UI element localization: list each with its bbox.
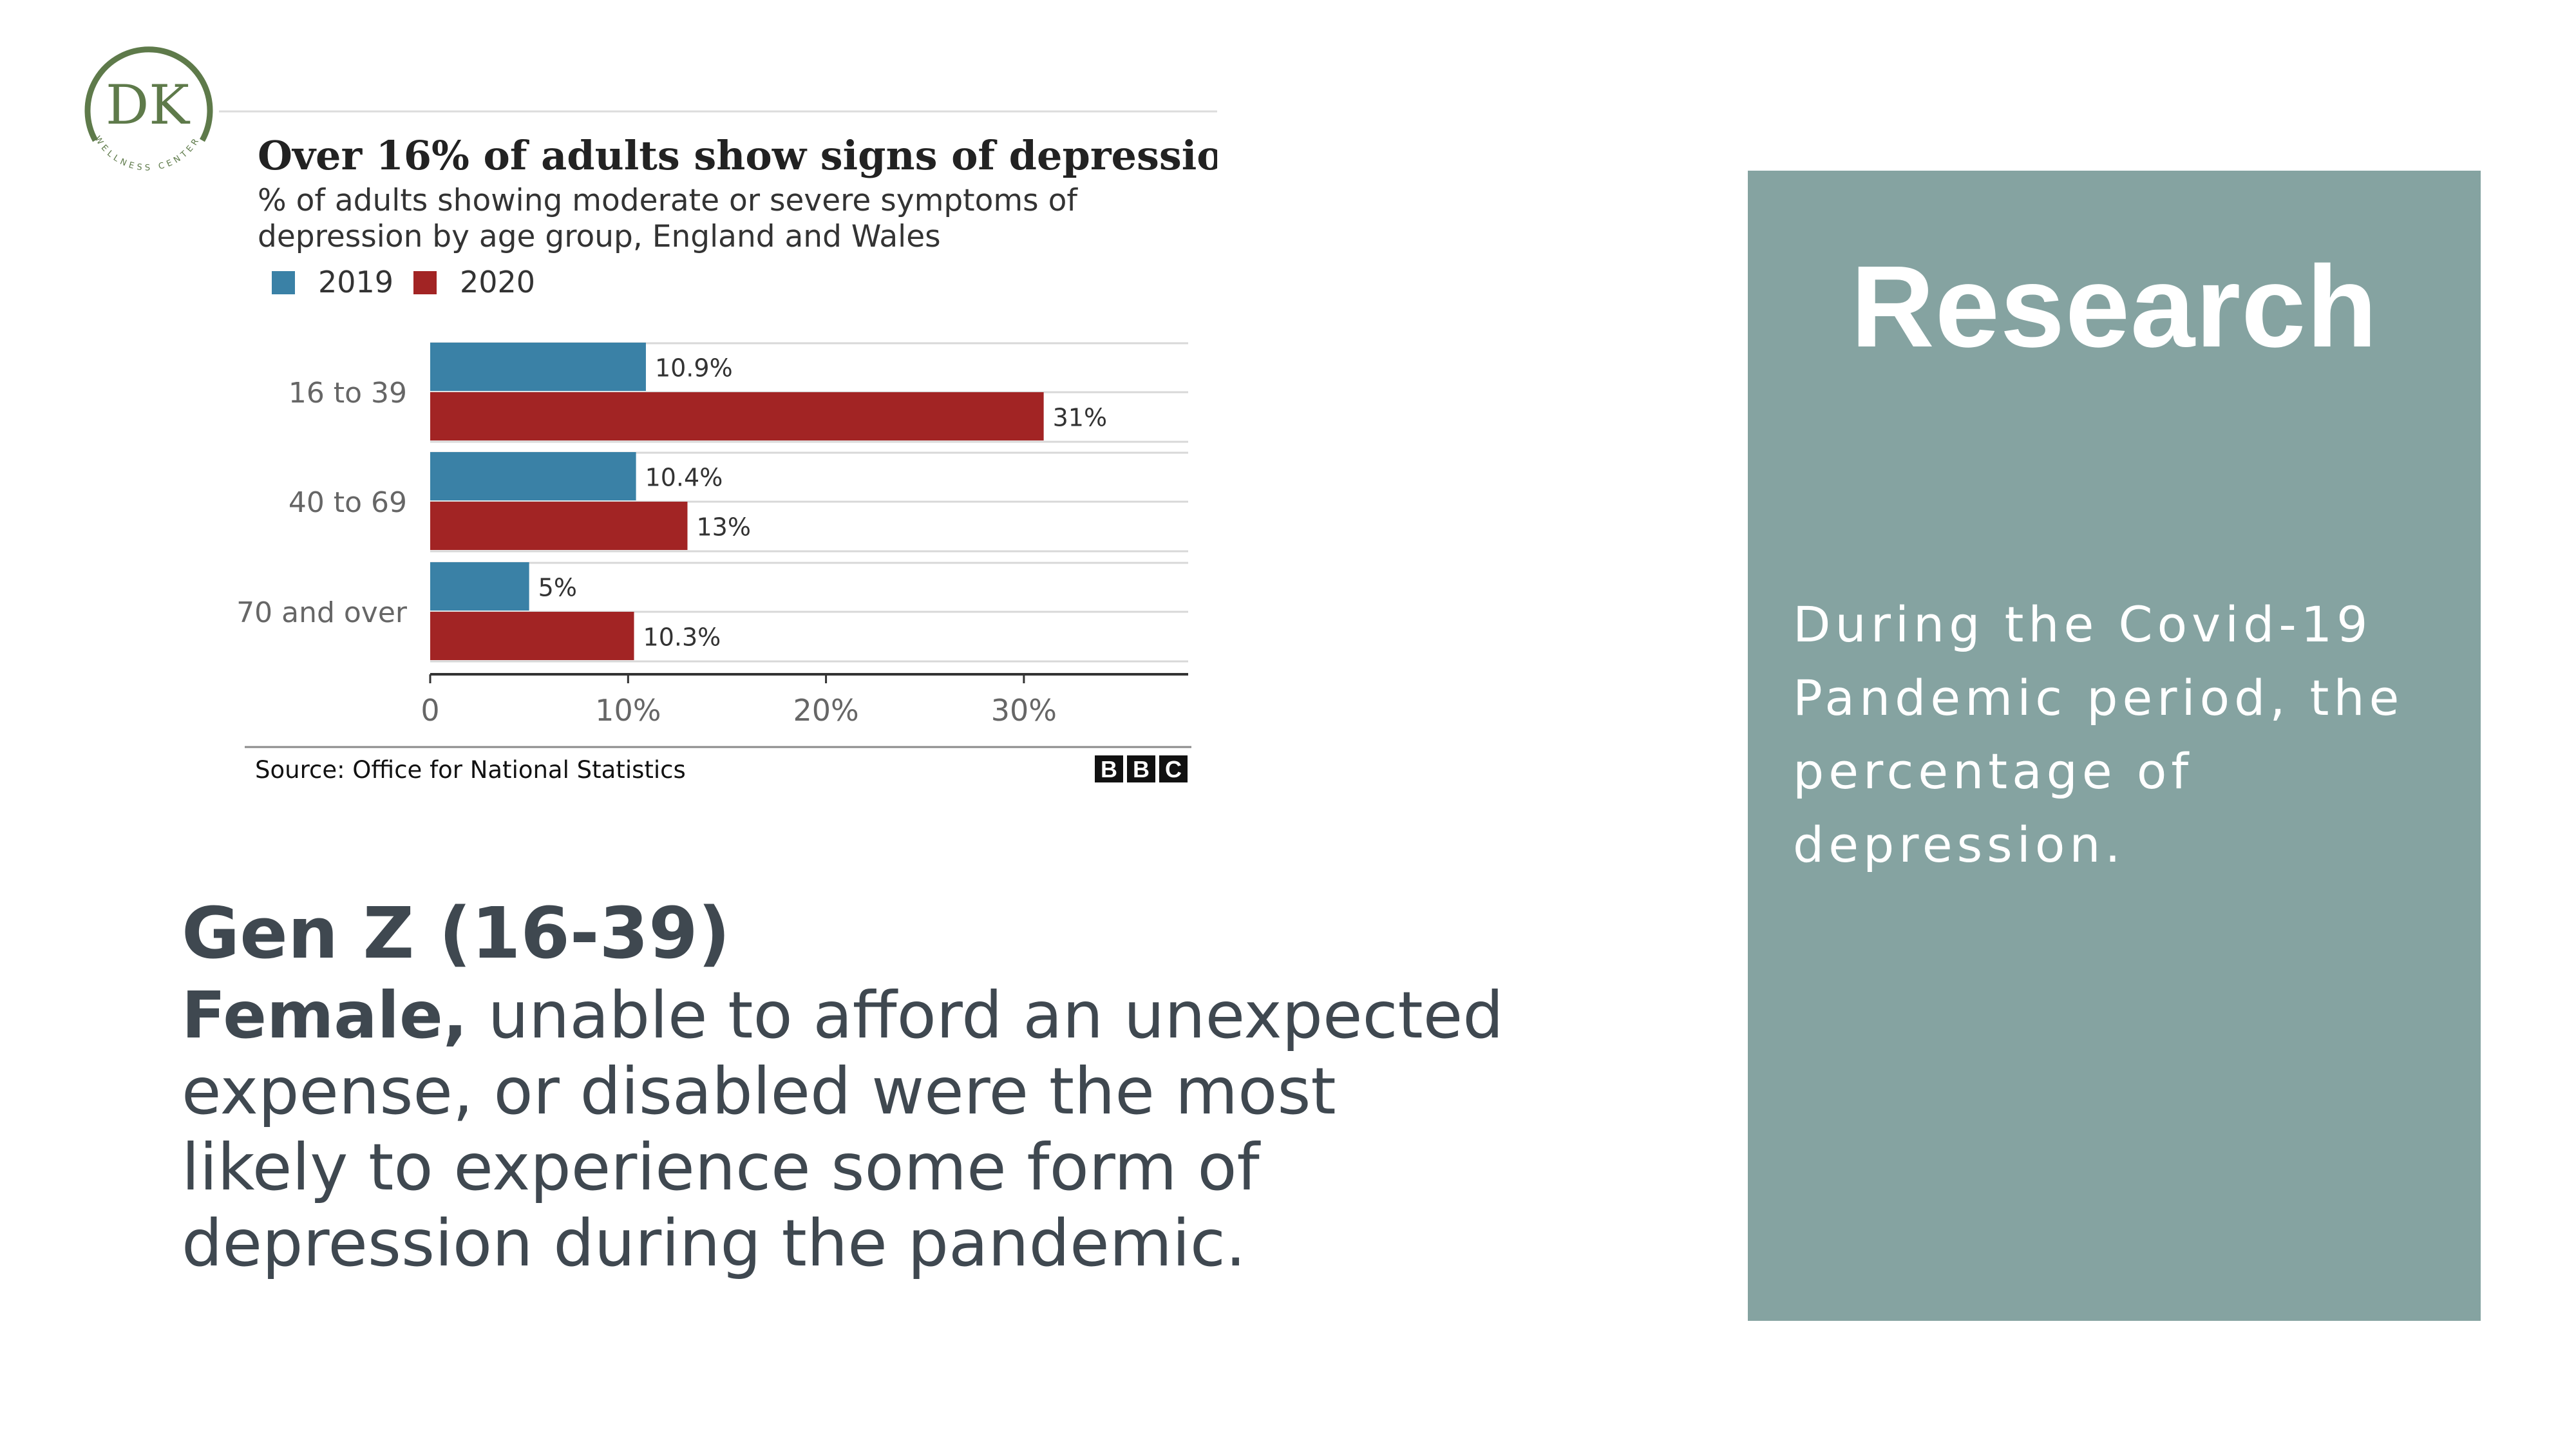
depression-chart: Over 16% of adults show signs of depress…: [213, 106, 1253, 789]
research-title: Research: [1850, 242, 2378, 372]
bar-2020-1: [430, 502, 688, 550]
bbc-letter: B: [1133, 756, 1150, 782]
x-tick-label: 0: [421, 693, 439, 728]
dk-logo: DK WELLNESS CENTER: [80, 44, 215, 179]
description-rest: unable to afford an unexpected expense, …: [182, 978, 1504, 1281]
logo-ring: [84, 46, 213, 142]
bbc-letter: B: [1101, 756, 1117, 782]
chart-x-axis: 0 10% 20% 30%: [421, 673, 1188, 728]
category-label: 40 to 69: [289, 486, 407, 519]
bbc-block: [1159, 755, 1188, 782]
legend-label-2020: 2020: [460, 265, 535, 299]
bar-value-label: 31%: [1053, 404, 1107, 432]
bar-value-label: 13%: [696, 513, 750, 542]
chart-legend: 2019 2020: [272, 265, 535, 299]
legend-label-2019: 2019: [318, 265, 393, 299]
bbc-letter: C: [1165, 756, 1182, 782]
bar-value-label: 10.4%: [645, 464, 723, 492]
research-text: During the Covid-19 Pandemic period, the…: [1793, 596, 2404, 873]
category-label: 70 and over: [236, 596, 408, 629]
bar-2019-1: [430, 452, 636, 500]
bar-2020-2: [430, 612, 634, 660]
bar-value-label: 10.9%: [655, 354, 733, 383]
bar-2019-2: [430, 562, 529, 611]
x-tick-label: 10%: [595, 693, 661, 728]
research-panel: Research During the Covid-19 Pandemic pe…: [1748, 171, 2481, 1321]
bar-2020-0: [430, 392, 1044, 440]
chart-subtitle-line-1: % of adults showing moderate or severe s…: [258, 183, 1078, 218]
chart-subtitle-line-2: depression by age group, England and Wal…: [258, 219, 941, 254]
logo-mark: DK WELLNESS CENTER: [84, 46, 213, 173]
bar-value-label: 5%: [538, 574, 577, 602]
bbc-block: [1095, 755, 1123, 782]
chart-title: Over 16% of adults show signs of depress…: [258, 132, 1217, 179]
bar-value-label: 10.3%: [643, 623, 721, 652]
gen-z-description: Female, unable to afford an unexpected e…: [182, 978, 1521, 1282]
chart-svg: Over 16% of adults show signs of depress…: [219, 110, 1253, 784]
gen-z-heading: Gen Z (16-39): [182, 892, 730, 974]
x-tick-label: 30%: [991, 693, 1057, 728]
chart-source: Source: Office for National Statistics: [255, 756, 686, 784]
logo-initials: DK: [106, 73, 191, 137]
bar-2019-0: [430, 343, 646, 391]
legend-swatch-2020: [413, 271, 437, 294]
x-tick-label: 20%: [793, 693, 858, 728]
chart-bars: 16 to 39 10.9% 31% 40 to 69 10.4% 13% 70 and o…: [236, 343, 1107, 660]
category-label: 16 to 39: [289, 377, 407, 410]
logo-tagline: WELLNESS CENTER: [92, 135, 202, 173]
legend-swatch-2019: [272, 271, 295, 294]
female-emphasis: Female,: [182, 978, 468, 1053]
bbc-block: [1127, 755, 1155, 782]
